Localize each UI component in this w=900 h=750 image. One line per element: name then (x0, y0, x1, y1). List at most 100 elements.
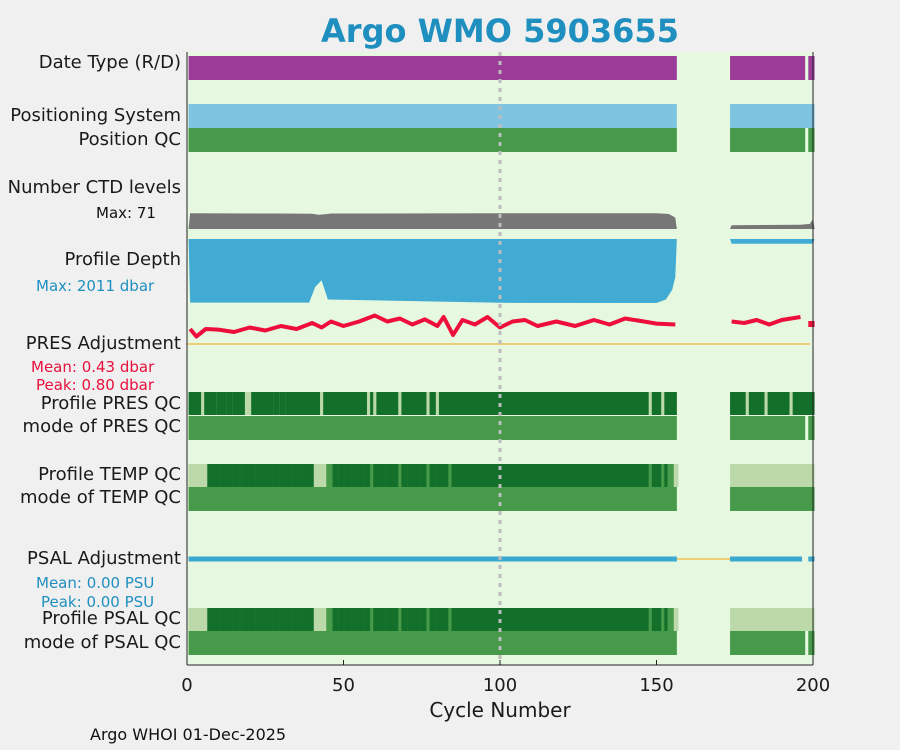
date-type-bar (730, 56, 806, 80)
profile_psal_qc-dark-segment (413, 608, 421, 631)
profile_temp_qc-dark-segment (298, 464, 308, 487)
profile_psal_qc-dark-segment (232, 608, 239, 631)
label-ctd-levels: Number CTD levels (7, 177, 181, 198)
ctd-levels-area (188, 213, 677, 229)
mode_psal_qc-bar (808, 631, 815, 655)
profile_pres_qc-dark-segment (285, 392, 295, 415)
profile_pres_qc-dark-segment (401, 392, 427, 415)
profile_psal_qc-dark-segment (254, 608, 261, 631)
profile_pres_qc-dark-segment (273, 392, 280, 415)
profile_pres_qc-dark-segment (651, 392, 662, 415)
label-position-qc: Position QC (78, 129, 181, 150)
x-tick-label-150: 150 (639, 675, 674, 696)
profile_temp_qc-dark-segment (226, 464, 233, 487)
profile_temp_qc-dark-segment (238, 464, 242, 487)
profile_psal_qc-dark-segment (351, 608, 358, 631)
profile_pres_qc-dark-segment (370, 392, 374, 415)
profile_psal_qc-dark-segment (385, 608, 393, 631)
profile_psal_qc-dark-segment (260, 608, 267, 631)
profile_pres_qc-dark-segment (323, 392, 367, 415)
pres-adjustment-line (188, 313, 676, 339)
profile_temp_qc-dark-segment (260, 464, 267, 487)
profile_temp_qc-dark-segment (332, 464, 339, 487)
profile_psal_qc-light-segment (730, 608, 815, 631)
profile_pres_qc-dark-segment (438, 392, 649, 415)
profile_temp_qc-dark-segment (248, 464, 255, 487)
profile_pres_qc-dark-segment (216, 392, 223, 415)
profile_psal_qc-dark-segment (266, 608, 274, 631)
profile_psal_qc-dark-segment (241, 608, 249, 631)
profile_temp_qc-dark-segment (651, 464, 662, 487)
profile_psal_qc-dark-segment (291, 608, 299, 631)
profile_temp_qc-light-segment (730, 464, 815, 487)
label-date-type: Date Type (R/D) (38, 52, 181, 73)
date-type-bar (188, 56, 677, 80)
profile_psal_qc-dark-segment (664, 608, 668, 631)
label-psal-adjustment: PSAL Adjustment (26, 548, 181, 569)
profile_psal_qc-dark-segment (219, 608, 227, 631)
profile_pres_qc-dark-segment (294, 392, 321, 415)
mode_pres_qc-bar (730, 416, 806, 440)
profile_temp_qc-dark-segment (357, 464, 364, 487)
profile_pres_qc-dark-segment (748, 392, 765, 415)
profile_psal_qc-dark-segment (226, 608, 233, 631)
profile_temp_qc-dark-segment (664, 464, 668, 487)
footer-credit: Argo WHOI 01-Dec-2025 (90, 725, 287, 744)
date-type-bar (808, 56, 815, 80)
profile_pres_qc-dark-segment (188, 392, 202, 415)
profile_pres_qc-dark-segment (279, 392, 286, 415)
mode_psal_qc-bar (188, 631, 677, 655)
profile_psal_qc-dark-segment (451, 608, 649, 631)
profile_temp_qc-dark-segment (351, 464, 358, 487)
profile_pres_qc-dark-segment (767, 392, 790, 415)
profile_psal_qc-dark-segment (392, 608, 399, 631)
profile_pres_qc-dark-segment (232, 392, 245, 415)
profile_pres_qc-dark-segment (664, 392, 677, 415)
ctd-max-label: Max: 71 (96, 204, 156, 222)
profile_temp_qc-dark-segment (385, 464, 393, 487)
profile_psal_qc-dark-segment (407, 608, 414, 631)
profile_pres_qc-dark-segment (376, 392, 399, 415)
profile-depth-area-late (730, 239, 815, 244)
profile_temp_qc-dark-segment (401, 464, 408, 487)
label-positioning-system: Positioning System (10, 105, 181, 126)
profile_psal_qc-dark-segment (345, 608, 352, 631)
profile_psal_qc-dark-segment (401, 608, 408, 631)
profile_temp_qc-dark-segment (338, 464, 346, 487)
x-tick-label-50: 50 (332, 675, 355, 696)
label-profile-pres-qc: Profile PRES QC (40, 393, 181, 414)
profile_temp_qc-dark-segment (285, 464, 292, 487)
psal-peak-label: Peak: 0.00 PSU (41, 593, 155, 611)
profile_psal_qc-dark-segment (279, 608, 286, 631)
position-qc-bar (730, 128, 806, 152)
profile_psal_qc-dark-segment (373, 608, 380, 631)
pres-adjustment-line-late (731, 315, 801, 327)
profile_pres_qc-dark-segment (251, 392, 274, 415)
mode_pres_qc-bar (808, 416, 815, 440)
x-tick-label-200: 200 (795, 675, 831, 696)
mode_pres_qc-bar (188, 416, 677, 440)
profile_pres_qc-dark-segment (730, 392, 746, 415)
profile_pres_qc-dark-segment (222, 392, 227, 415)
profile_psal_qc-dark-segment (248, 608, 255, 631)
profile_psal_qc-dark-segment (420, 608, 427, 631)
profile_psal_qc-dark-segment (207, 608, 214, 631)
pres-mean-label: Mean: 0.43 dbar (31, 358, 155, 376)
pres-adjustment-tail (808, 321, 815, 327)
ctd-levels-area-late (730, 218, 815, 229)
profile_temp_qc-light-segment (673, 464, 679, 487)
profile_pres_qc-dark-segment (792, 392, 815, 415)
profile_temp_qc-dark-segment (232, 464, 239, 487)
profile_temp_qc-dark-segment (413, 464, 421, 487)
profile_pres_qc-dark-segment (429, 392, 436, 415)
profile_psal_qc-dark-segment (273, 608, 280, 631)
profile_pres_qc-dark-segment (226, 392, 233, 415)
profile_temp_qc-dark-segment (429, 464, 436, 487)
profile_temp_qc-dark-segment (420, 464, 427, 487)
profile_temp_qc-dark-segment (254, 464, 261, 487)
profile_psal_qc-dark-segment (213, 608, 220, 631)
mode_temp_qc-bar (188, 487, 677, 511)
profile_psal_qc-dark-segment (651, 608, 662, 631)
profile_psal_qc-dark-segment (435, 608, 449, 631)
profile_temp_qc-dark-segment (407, 464, 414, 487)
